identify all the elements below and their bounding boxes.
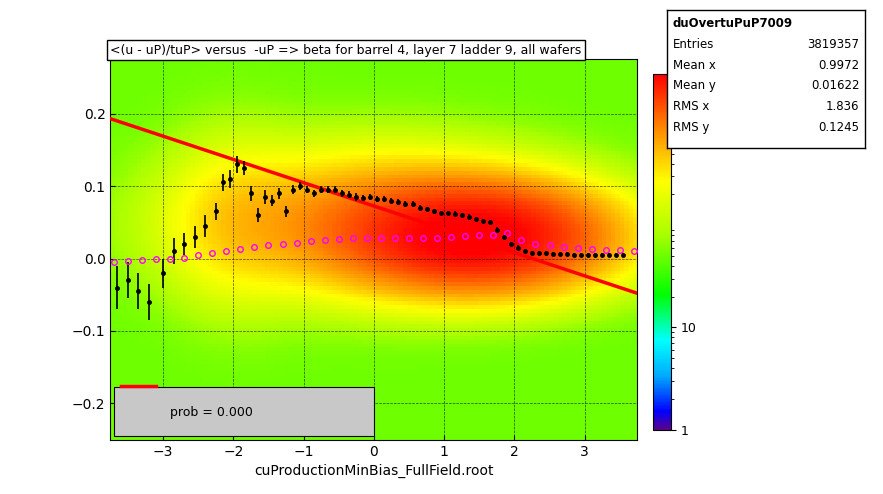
Text: Mean y: Mean y	[673, 80, 715, 92]
FancyBboxPatch shape	[114, 387, 374, 436]
Text: 0.9972: 0.9972	[819, 59, 859, 72]
Text: Mean x: Mean x	[673, 59, 715, 72]
Text: 1.836: 1.836	[826, 100, 859, 113]
Text: RMS y: RMS y	[673, 121, 709, 134]
Text: <(u - uP)/tuP> versus  -uP => beta for barrel 4, layer 7 ladder 9, all wafers: <(u - uP)/tuP> versus -uP => beta for ba…	[110, 44, 582, 57]
Text: RMS x: RMS x	[673, 100, 709, 113]
Text: 0.01622: 0.01622	[811, 80, 859, 92]
Text: 0.1245: 0.1245	[819, 121, 859, 134]
Text: Entries: Entries	[673, 38, 714, 51]
Text: 3819357: 3819357	[807, 38, 859, 51]
X-axis label: cuProductionMinBias_FullField.root: cuProductionMinBias_FullField.root	[254, 464, 494, 478]
Text: duOvertuPuP7009: duOvertuPuP7009	[673, 17, 793, 30]
Text: prob = 0.000: prob = 0.000	[170, 407, 253, 419]
